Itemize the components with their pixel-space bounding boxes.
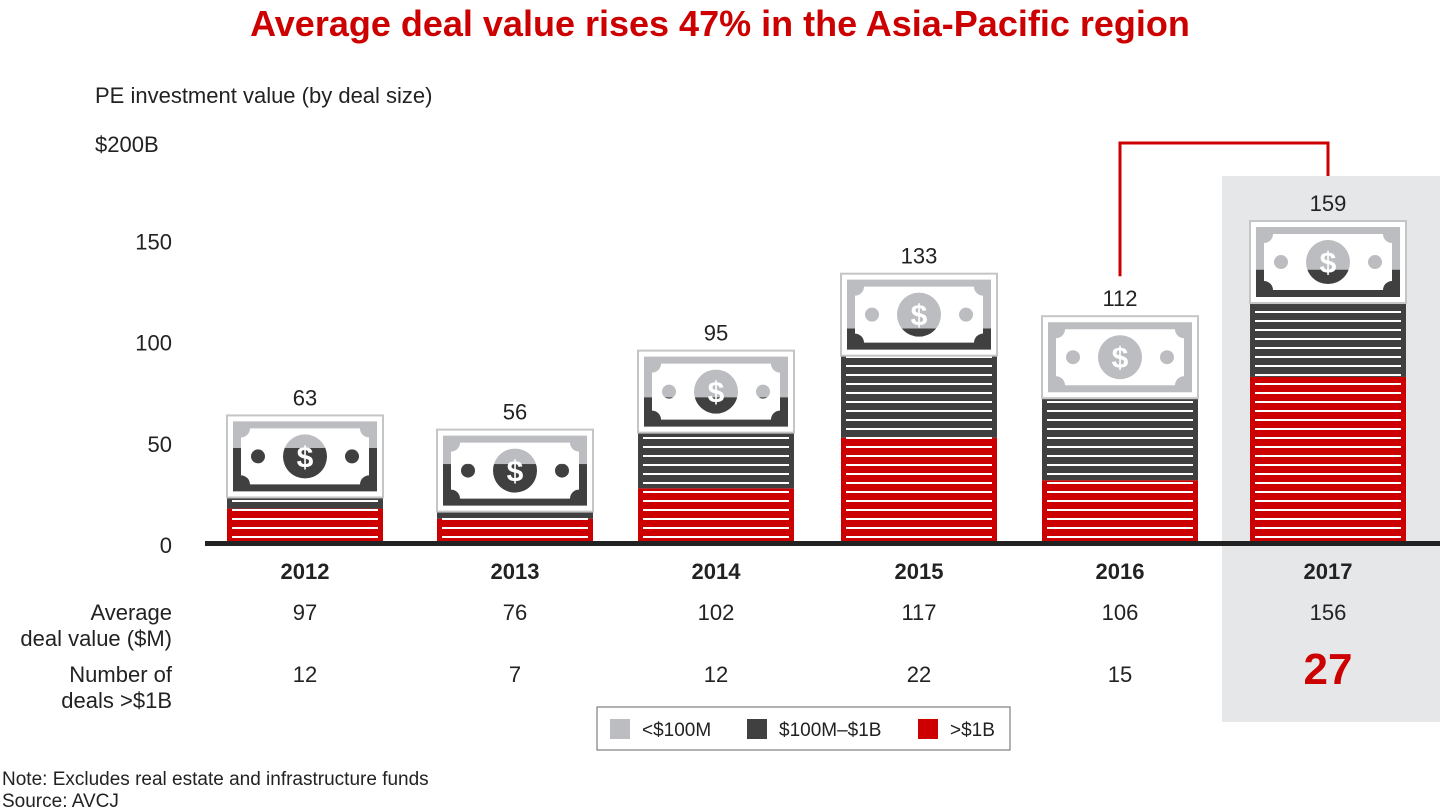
bars: $63$56$95$133$112$159	[226, 191, 1407, 543]
bar-total-label: 63	[293, 385, 317, 410]
bar-segment	[865, 328, 973, 337]
x-tick-label: 2014	[692, 559, 742, 584]
note-text: Note: Excludes real estate and infrastru…	[2, 769, 429, 790]
legend-label: $100M–$1B	[779, 720, 881, 741]
dollar-sign-icon: $	[1320, 247, 1337, 280]
bar-total-label: 159	[1310, 191, 1347, 216]
legend-label: >$1B	[950, 720, 995, 741]
source-text: Source: AVCJ	[2, 791, 119, 810]
legend-box	[596, 706, 1011, 751]
connector-line	[1118, 141, 1330, 277]
bar-2014: $95	[637, 321, 795, 543]
row-value: 12	[704, 662, 728, 687]
y-tick-label: 100	[135, 331, 172, 356]
money-bill-icon: $	[436, 428, 594, 513]
x-axis-line	[205, 541, 1440, 546]
x-tick-label: 2016	[1096, 559, 1145, 584]
row-value: 117	[901, 600, 936, 625]
row-value: 106	[1102, 600, 1139, 625]
bar-total-label: 112	[1102, 286, 1137, 311]
bar-segment	[1250, 376, 1406, 543]
legend: <$100M $100M–$1B >$1B	[596, 706, 1011, 751]
x-tick-label: 2015	[895, 559, 944, 584]
y-tick-label: $200B	[95, 132, 159, 157]
bar-segment	[638, 488, 794, 543]
legend-label: <$100M	[642, 720, 711, 741]
row-value: 76	[503, 600, 527, 625]
row-label: deal value ($M)	[20, 626, 172, 651]
bar-total-label: 95	[704, 321, 728, 346]
row-value: 15	[1108, 662, 1132, 687]
legend-swatch	[747, 719, 767, 739]
row-label: deals >$1B	[61, 688, 172, 713]
comparison-connector	[1118, 141, 1330, 277]
chart-title: Average deal value rises 47% in the Asia…	[250, 3, 1190, 44]
bar-2012: $63	[226, 385, 384, 543]
money-bill-icon: $	[1041, 315, 1199, 400]
bar-total-label: 56	[503, 400, 527, 425]
row-value: 156	[1310, 600, 1347, 625]
x-tick-label: 2017	[1304, 559, 1353, 584]
bar-2015: $133	[840, 244, 998, 543]
money-bill-icon: $	[226, 414, 384, 499]
y-axis-label: PE investment value (by deal size)	[95, 83, 433, 108]
dollar-sign-icon: $	[507, 456, 524, 489]
row-value: 27	[1304, 645, 1353, 694]
row-value: 97	[293, 600, 317, 625]
money-bill-icon: $	[1249, 220, 1407, 305]
y-tick-label: 0	[160, 533, 172, 558]
bar-2016: $112	[1041, 286, 1199, 543]
row-value: 102	[698, 600, 735, 625]
money-bill-icon: $	[840, 272, 998, 357]
bar-total-label: 133	[901, 244, 938, 269]
legend-swatch	[918, 719, 938, 739]
dollar-sign-icon: $	[1112, 342, 1129, 375]
money-bill-icon: $	[637, 349, 795, 434]
row-label: Average	[90, 600, 172, 625]
row-value: 12	[293, 662, 317, 687]
row-value: 22	[907, 662, 931, 687]
dollar-sign-icon: $	[708, 377, 725, 410]
x-tick-label: 2013	[491, 559, 540, 584]
row-label: Number of	[69, 662, 173, 687]
bar-2017: $159	[1249, 191, 1407, 543]
legend-swatch	[610, 719, 630, 739]
y-tick-label: 50	[148, 432, 172, 457]
dollar-sign-icon: $	[911, 300, 928, 333]
bar-segment	[437, 518, 593, 543]
x-tick-label: 2012	[281, 559, 330, 584]
bar-2013: $56	[436, 400, 594, 543]
y-tick-label: 150	[135, 229, 172, 254]
bar-segment	[1042, 480, 1198, 543]
y-axis-ticks: $200B 150 100 50 0	[95, 132, 172, 558]
row-value: 7	[509, 662, 521, 687]
dollar-sign-icon: $	[297, 441, 314, 474]
